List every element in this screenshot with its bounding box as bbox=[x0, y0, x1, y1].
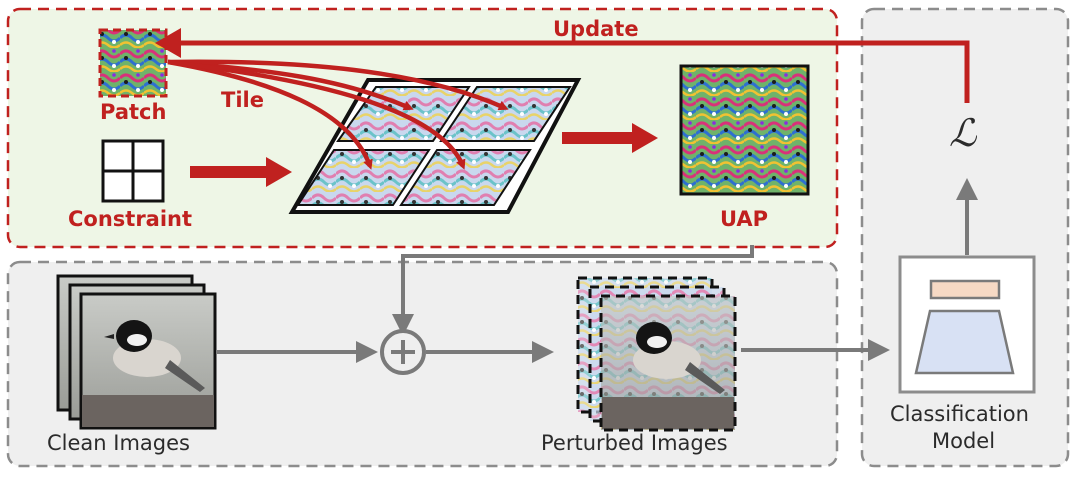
classification-model-icon bbox=[898, 255, 1036, 394]
tile-label: Tile bbox=[221, 88, 264, 112]
patch-image bbox=[98, 28, 168, 98]
tiled-parallelogram bbox=[288, 78, 582, 214]
perturbed-images-stack bbox=[576, 276, 737, 432]
classification-label: Classification bbox=[890, 402, 1029, 426]
clean-images-stack bbox=[56, 274, 217, 430]
loss-symbol: ℒ bbox=[949, 111, 977, 155]
update-label: Update bbox=[553, 17, 639, 41]
tile-arrows bbox=[167, 59, 509, 170]
patch-label: Patch bbox=[100, 100, 167, 124]
constraint-grid-icon bbox=[101, 139, 165, 203]
add-operation-icon bbox=[380, 329, 426, 375]
perturbed-images-label: Perturbed Images bbox=[541, 431, 728, 455]
constraint-label: Constraint bbox=[68, 207, 193, 231]
uap-label: UAP bbox=[720, 207, 769, 231]
uap-to-plus-arrow bbox=[392, 245, 754, 336]
model-label: Model bbox=[932, 429, 996, 453]
uap-image bbox=[679, 64, 810, 196]
update-arrow bbox=[155, 28, 970, 103]
clean-images-label: Clean Images bbox=[47, 431, 190, 455]
